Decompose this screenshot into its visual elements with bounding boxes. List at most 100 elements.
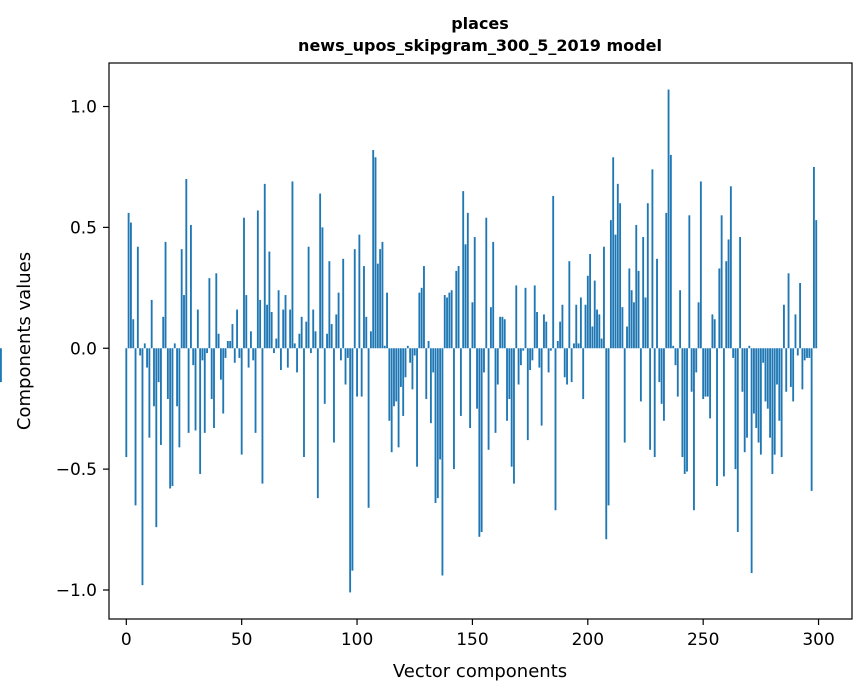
bar-262 — [729, 186, 732, 349]
bar-51 — [243, 217, 245, 349]
bar-9 — [146, 348, 148, 368]
bar-292 — [799, 282, 802, 349]
bar-280 — [771, 348, 774, 474]
bar-116 — [393, 348, 395, 407]
bar-297 — [810, 348, 813, 491]
bar-110 — [379, 249, 382, 349]
bar-6 — [139, 348, 142, 356]
bar-283 — [778, 348, 781, 421]
bar-257 — [718, 268, 721, 349]
bar-265 — [736, 348, 739, 532]
bar-155 — [483, 348, 485, 373]
bar-5 — [136, 246, 139, 349]
bar-268 — [743, 348, 746, 453]
bar-162 — [499, 316, 502, 349]
bar-209 — [607, 348, 610, 506]
bar-152 — [476, 348, 478, 409]
bar-4 — [134, 348, 137, 506]
bar-124 — [411, 348, 414, 390]
bar-154 — [480, 348, 483, 532]
bar-73 — [293, 343, 296, 349]
bar-131 — [427, 341, 430, 349]
bar-92 — [337, 292, 340, 349]
bar-62 — [268, 251, 271, 349]
bar-264 — [734, 348, 737, 470]
bar-122 — [406, 345, 409, 349]
bar-176 — [531, 348, 534, 361]
bar-223 — [639, 348, 642, 402]
bar-165 — [506, 348, 508, 421]
bar-114 — [388, 348, 391, 421]
bar-210 — [609, 220, 612, 349]
bar-53 — [247, 348, 250, 368]
bar-undefined — [0, 348, 2, 383]
bar-261 — [727, 239, 730, 349]
bar-17 — [164, 241, 167, 349]
bar-216 — [623, 348, 626, 443]
bar-88 — [328, 261, 331, 349]
bar-99 — [353, 249, 356, 349]
bar-67 — [279, 348, 282, 371]
bar-175 — [529, 348, 532, 371]
bar-90 — [333, 348, 335, 443]
bar-236 — [669, 154, 672, 349]
bar-169 — [515, 285, 518, 349]
bar-179 — [538, 348, 541, 368]
bar-89 — [330, 324, 333, 349]
bar-142 — [453, 348, 455, 470]
bar-149 — [469, 348, 472, 429]
bar-220 — [633, 302, 635, 349]
bar-197 — [579, 297, 582, 349]
bar-83 — [316, 348, 319, 499]
x-tick-label: 50 — [231, 630, 253, 650]
bar-232 — [660, 348, 663, 404]
bar-7 — [141, 348, 144, 586]
bar-130 — [425, 348, 428, 400]
bar-286 — [785, 348, 788, 392]
bar-8 — [143, 343, 146, 349]
bar-287 — [787, 273, 790, 349]
bar-242 — [683, 348, 686, 474]
bar-212 — [614, 234, 617, 349]
bar-32 — [199, 348, 202, 474]
bar-145 — [459, 348, 462, 416]
bar-214 — [619, 203, 622, 349]
bar-109 — [376, 263, 379, 349]
bar-135 — [436, 348, 439, 499]
bar-16 — [162, 316, 165, 349]
bar-1 — [127, 212, 130, 349]
bars-group — [0, 89, 818, 593]
bar-293 — [801, 348, 804, 390]
bar-251 — [704, 348, 707, 397]
bar-31 — [196, 309, 199, 349]
bar-237 — [672, 345, 675, 349]
bar-298 — [813, 166, 815, 349]
bar-277 — [764, 348, 767, 402]
y-tick-label: −0.5 — [56, 460, 97, 480]
bar-186 — [554, 348, 557, 511]
bar-184 — [549, 348, 552, 351]
bar-182 — [545, 321, 548, 349]
chart-subtitle: news_upos_skipgram_300_5_2019 model — [298, 36, 662, 55]
bar-282 — [776, 348, 778, 385]
bar-285 — [783, 304, 785, 349]
bar-253 — [709, 348, 712, 419]
bar-271 — [750, 348, 753, 574]
bar-52 — [245, 295, 248, 349]
bar-93 — [339, 348, 342, 361]
bar-244 — [688, 215, 691, 349]
bar-240 — [679, 290, 682, 349]
bar-168 — [513, 348, 515, 484]
bar-58 — [259, 299, 262, 349]
bar-129 — [423, 266, 425, 349]
x-tick-label: 250 — [687, 630, 719, 650]
bar-98 — [351, 348, 354, 571]
bar-60 — [263, 183, 266, 349]
bar-19 — [169, 348, 172, 489]
bar-148 — [466, 212, 469, 349]
bar-185 — [552, 195, 555, 349]
bar-256 — [716, 348, 718, 487]
bar-157 — [487, 348, 490, 450]
bar-172 — [522, 348, 525, 351]
bar-170 — [517, 348, 520, 385]
